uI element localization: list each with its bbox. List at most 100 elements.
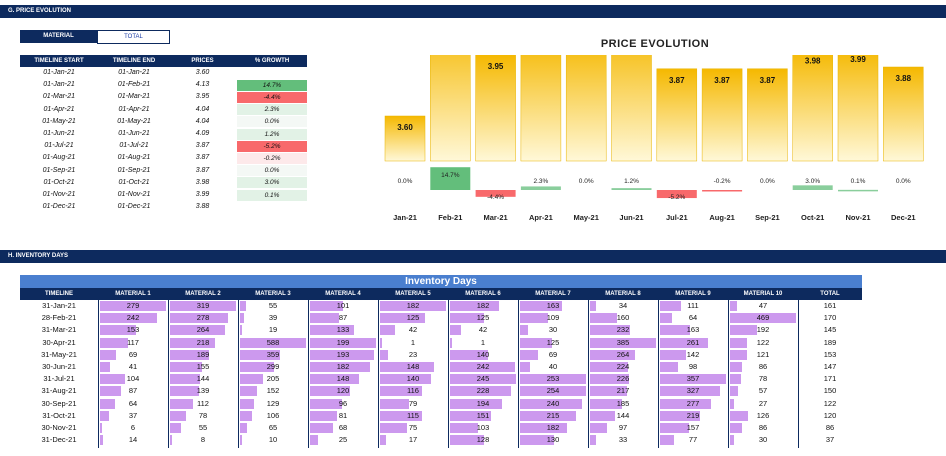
inventory-data-bar <box>520 398 583 409</box>
inventory-value-text: 140 <box>476 349 490 359</box>
inventory-data-bar <box>100 313 158 324</box>
price-value-label: 3.87 <box>669 76 685 85</box>
inventory-data-bar <box>170 386 199 397</box>
inventory-data-bar <box>100 337 128 348</box>
inventory-value-cell: 264 <box>170 324 236 336</box>
growth-cell: 0.1% <box>237 189 307 201</box>
inventory-data-bar <box>450 313 484 324</box>
inventory-value-cell: 8 <box>170 434 236 446</box>
inventory-value-text: 299 <box>266 362 280 371</box>
inventory-data-bar <box>100 398 116 409</box>
inventory-value-cell: 193 <box>310 349 376 361</box>
inventory-value-text: 42 <box>478 325 488 335</box>
inventory-value-cell: 140 <box>450 349 516 361</box>
inventory-value-text: 319 <box>196 301 210 310</box>
column-divider <box>238 288 239 448</box>
inventory-data-bar <box>240 410 252 421</box>
inventory-value-text: 357 <box>686 374 700 384</box>
inventory-value-text: 41 <box>128 362 138 371</box>
inventory-data-bar <box>170 349 210 360</box>
inventory-header-cell: MATERIAL 10 <box>743 291 783 297</box>
inventory-value-cell: 23 <box>380 349 446 361</box>
inventory-data-bar <box>380 301 446 311</box>
x-axis-tick-label: Dec-21 <box>891 213 916 222</box>
material-filter-dropdown[interactable]: TOTAL <box>97 30 170 44</box>
price-table-row: 01-Jan-21 01-Feb-21 4.13 14.7% <box>20 79 320 91</box>
inventory-value-cell: 79 <box>380 398 446 410</box>
inventory-value-text: 153 <box>126 325 140 335</box>
inventory-value-cell: 78 <box>730 373 796 385</box>
inventory-value-text: 69 <box>548 349 558 359</box>
inventory-value-text: 104 <box>126 374 140 384</box>
inventory-value-text: 101 <box>336 301 350 310</box>
inventory-value-cell: 319 <box>170 300 236 312</box>
price-cell: 3.60 <box>195 69 210 76</box>
inventory-value-text: 33 <box>618 435 628 445</box>
inventory-value-cell: 39 <box>240 312 306 324</box>
price-value-label: 3.88 <box>896 74 912 83</box>
column-divider <box>728 288 729 448</box>
column-divider <box>518 288 519 448</box>
inventory-value-cell: 69 <box>520 349 586 361</box>
timeline-start-cell: 01-Aug-21 <box>42 154 76 162</box>
inventory-data-bar <box>310 362 371 372</box>
inventory-value-cell: 86 <box>730 422 796 434</box>
inventory-date-cell: 31-May-21 <box>41 349 77 359</box>
inventory-data-bar <box>450 325 462 336</box>
price-cell: 4.04 <box>195 117 210 125</box>
inventory-value-cell: 64 <box>100 398 166 410</box>
inventory-value-cell: 279 <box>100 300 166 312</box>
inventory-data-bar <box>380 349 389 360</box>
inventory-total-cell: 37 <box>825 435 835 445</box>
inventory-value-text: 55 <box>198 423 208 432</box>
x-axis-tick-label: Apr-21 <box>529 213 553 222</box>
inventory-value-cell: 64 <box>660 312 726 324</box>
inventory-value-text: 144 <box>616 410 630 420</box>
inventory-value-cell: 37 <box>100 410 166 422</box>
inventory-value-text: 242 <box>476 362 490 371</box>
inventory-value-text: 245 <box>476 374 490 384</box>
inventory-data-bar <box>730 423 743 433</box>
inventory-header-cell: MATERIAL 2 <box>185 291 221 297</box>
section-header-price-evolution: G. PRICE EVOLUTION <box>0 5 946 18</box>
growth-cell: 0.0% <box>237 165 307 177</box>
inventory-data-bar <box>170 435 172 446</box>
price-bar <box>837 55 879 162</box>
growth-bar <box>838 189 878 192</box>
inventory-data-bar <box>310 301 344 311</box>
inventory-value-text: 142 <box>686 349 700 359</box>
inventory-value-cell: 97 <box>590 422 656 434</box>
inventory-value-text: 182 <box>546 423 560 432</box>
price-cell: 3.87 <box>195 166 210 174</box>
inventory-value-cell: 81 <box>310 410 376 422</box>
price-table-header: TIMELINE START TIMELINE END PRICES % GRO… <box>20 55 307 67</box>
inventory-data-bar <box>730 313 796 324</box>
inventory-data-bar <box>660 349 687 360</box>
inventory-value-text: 25 <box>338 435 348 445</box>
inventory-data-bar <box>660 337 709 348</box>
growth-cell: -0.2% <box>237 152 307 164</box>
inventory-row: 30-Nov-21 6 55 65 68 75 103 182 97 157 86 86 <box>20 422 862 434</box>
inventory-value-cell: 148 <box>310 373 376 385</box>
inventory-value-text: 278 <box>196 313 210 323</box>
inventory-value-cell: 57 <box>730 385 796 397</box>
inventory-value-text: 27 <box>758 398 768 408</box>
inventory-value-text: 163 <box>686 325 700 335</box>
price-bar <box>883 66 924 162</box>
inventory-data-bar <box>590 362 629 372</box>
inventory-data-bar <box>170 398 194 409</box>
inventory-value-cell: 17 <box>380 434 446 446</box>
inventory-data-bar <box>660 301 681 311</box>
growth-cell: 0.0% <box>237 116 307 128</box>
inventory-value-cell: 34 <box>590 300 656 312</box>
inventory-value-text: 97 <box>618 423 628 432</box>
inventory-total-cell: 122 <box>823 398 837 408</box>
price-bar <box>611 55 652 162</box>
column-divider <box>98 288 99 448</box>
timeline-start-cell: 01-Nov-21 <box>42 191 76 198</box>
inventory-date-cell: 31-Oct-21 <box>42 410 76 420</box>
inventory-data-bar <box>310 423 333 433</box>
inventory-data-bar <box>240 423 248 433</box>
inventory-data-bar <box>380 325 396 336</box>
inventory-data-bar <box>380 362 434 372</box>
